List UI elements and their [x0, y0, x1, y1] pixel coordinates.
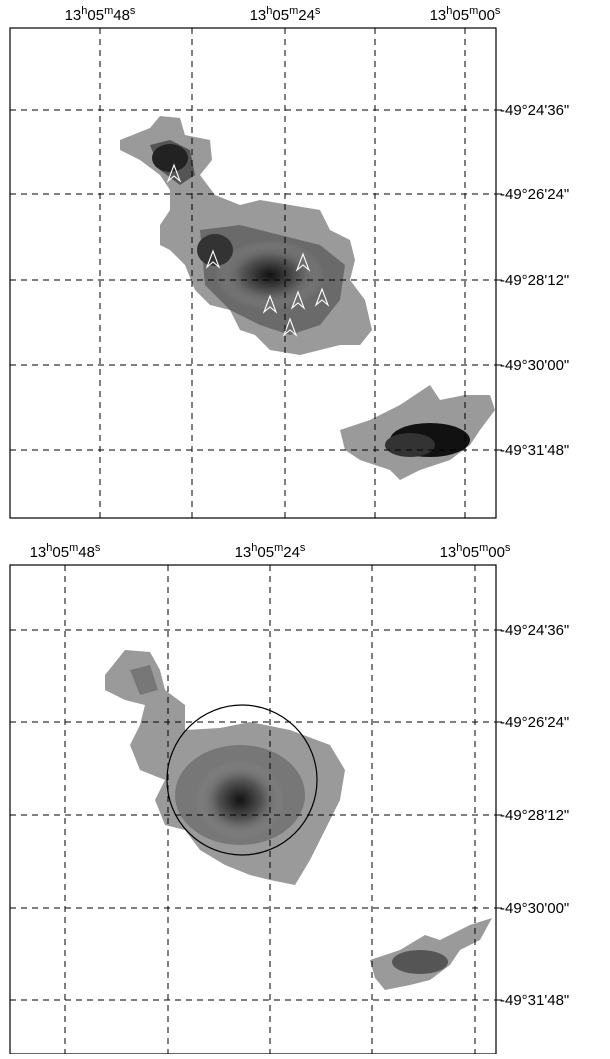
beam-circle [166, 704, 318, 856]
coord-label: 13h05m48s [30, 542, 101, 561]
coord-label: -49°30'00" [500, 900, 569, 917]
coord-label: -49°24'36" [500, 102, 569, 119]
top-image [120, 116, 495, 480]
bottom-image [105, 650, 492, 990]
coord-label: 13h05m00s [430, 5, 501, 24]
coord-label: 13h05m48s [65, 5, 136, 24]
coord-label: -49°24'36" [500, 622, 569, 639]
coord-label: -49°31'48" [500, 442, 569, 459]
coord-label: 13h05m24s [235, 542, 306, 561]
coord-label: -49°30'00" [500, 357, 569, 374]
arrows [166, 163, 330, 337]
coord-label: -49°28'12" [500, 807, 569, 824]
coord-label: -49°28'12" [500, 272, 569, 289]
coord-label: 13h05m00s [440, 542, 511, 561]
coord-label: 13h05m24s [250, 5, 321, 24]
top-frame [9, 27, 497, 519]
coord-label: -49°26'24" [500, 714, 569, 731]
coord-label: -49°31'48" [500, 992, 569, 1009]
coord-label: -49°26'24" [500, 186, 569, 203]
